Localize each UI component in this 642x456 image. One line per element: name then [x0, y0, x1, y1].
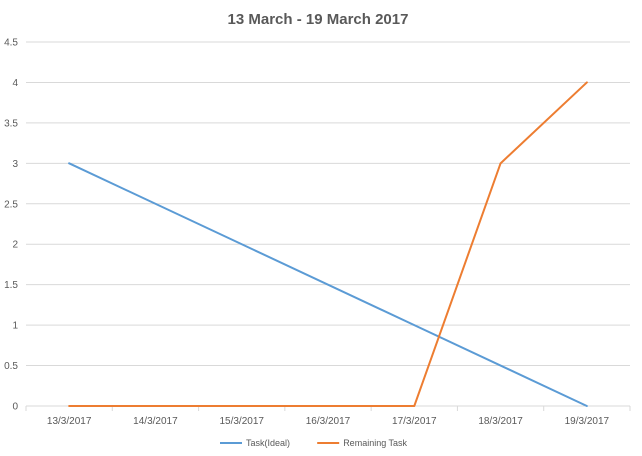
x-tick-label: 16/3/2017: [306, 416, 351, 427]
series-line-1: [68, 162, 588, 407]
y-tick-label: 2: [12, 240, 18, 251]
legend: Task(Ideal) Remaining Task: [220, 438, 408, 448]
gridlines: [26, 41, 630, 367]
legend-label: Remaining Task: [343, 438, 407, 448]
x-tick-label: 18/3/2017: [478, 416, 523, 427]
x-tick-label: 15/3/2017: [219, 416, 264, 427]
y-tick-label: 0: [12, 402, 18, 413]
chart-title: 13 March - 19 March 2017: [228, 11, 409, 28]
axes: 0 0.5 1 1.5 2 2.5 3 3.5 4 4.5 13/3/2017 14/3/2017 15…: [4, 38, 631, 427]
x-tick-label: 17/3/2017: [392, 416, 437, 427]
series-lines: [68, 81, 588, 407]
y-tick-label: 0.5: [4, 361, 18, 372]
y-tick-label: 1.5: [4, 280, 18, 291]
y-tick-label: 1: [12, 321, 18, 332]
legend-label: Task(Ideal): [246, 438, 290, 448]
y-tick-label: 3: [12, 159, 18, 170]
y-tick-label: 4: [12, 78, 18, 89]
series-line-2: [68, 81, 588, 407]
x-tick-label: 19/3/2017: [565, 416, 610, 427]
x-tick-label: 13/3/2017: [47, 416, 92, 427]
y-tick-label: 4.5: [4, 38, 18, 49]
y-tick-label: 2.5: [4, 199, 18, 210]
x-tick-label: 14/3/2017: [133, 416, 178, 427]
y-tick-label: 3.5: [4, 118, 18, 129]
